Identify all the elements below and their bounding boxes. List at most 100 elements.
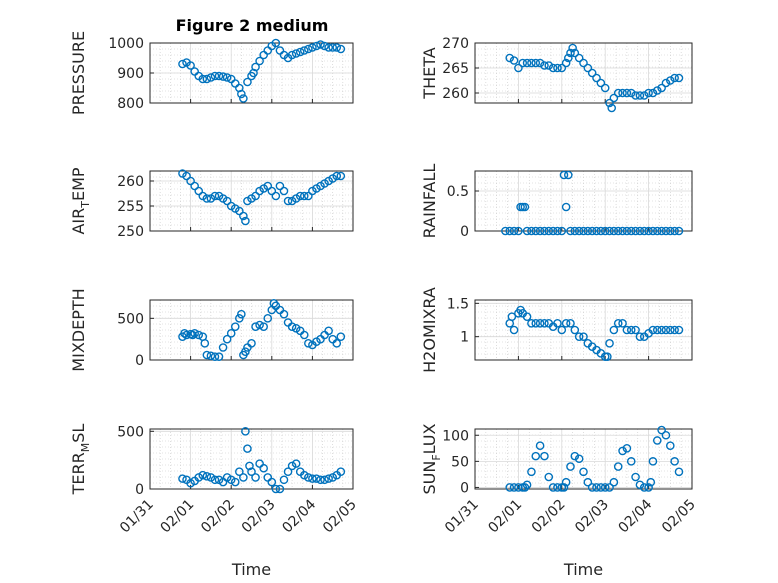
data-point (631, 325, 640, 335)
data-point (188, 330, 197, 340)
data-point (336, 44, 346, 54)
data-point (605, 483, 614, 492)
data-point (239, 94, 248, 103)
x-tick-label: 02/04 (279, 496, 319, 536)
data-point (186, 61, 195, 70)
data-point (214, 71, 224, 81)
data-point (531, 319, 541, 328)
axes-border (149, 170, 354, 232)
axes-border (474, 428, 693, 490)
data-point (657, 425, 666, 435)
data-point (648, 325, 658, 335)
data-point (652, 325, 662, 335)
y-tick-label: 0 (135, 482, 144, 498)
data-point (206, 351, 216, 361)
data-point (522, 312, 532, 321)
data-point (566, 462, 575, 471)
data-point (559, 170, 569, 180)
data-point (561, 202, 571, 212)
data-point (618, 88, 627, 98)
y-axis-label: TERRMSL (69, 424, 92, 496)
data-point (522, 480, 532, 490)
data-point (609, 93, 619, 103)
data-point (635, 91, 645, 100)
data-point (666, 441, 675, 450)
x-axis-label: Time (563, 560, 603, 579)
data-point (308, 43, 317, 52)
data-point (316, 475, 325, 485)
data-point (596, 226, 606, 236)
y-tick-label: 0 (460, 480, 469, 496)
data-point (505, 483, 515, 492)
data-point (631, 226, 640, 236)
data-point (648, 457, 658, 466)
data-point (198, 470, 208, 480)
x-tick-label: 02/05 (659, 497, 699, 537)
data-point (214, 352, 224, 361)
data-point (574, 226, 584, 236)
data-point (657, 325, 666, 335)
data-point (596, 78, 606, 88)
data-point (222, 334, 232, 344)
data-point (570, 325, 580, 335)
data-point (622, 226, 632, 236)
data-point (566, 319, 575, 328)
data-point (639, 226, 649, 236)
data-point (295, 47, 305, 57)
data-point (210, 475, 220, 485)
data-point (635, 480, 645, 490)
data-point (574, 332, 584, 341)
data-point (230, 477, 240, 487)
data-point (613, 226, 623, 236)
x-axis-label: Time (231, 560, 271, 579)
data-point (332, 339, 342, 348)
data-point (535, 226, 545, 236)
data-point (304, 339, 313, 348)
data-point (583, 226, 593, 236)
data-point (501, 226, 510, 236)
data-point (291, 49, 301, 58)
x-tick-label: 01/31 (117, 497, 157, 537)
y-tick-label: 500 (117, 311, 144, 327)
data-point (644, 226, 653, 236)
axes-border (474, 299, 693, 361)
data-point (235, 467, 244, 476)
data-point (579, 332, 588, 341)
x-tick-label: 01/31 (442, 497, 482, 537)
y-tick-label: 0.5 (447, 184, 469, 200)
axes-border (474, 42, 693, 104)
data-point (222, 73, 232, 82)
data-point (622, 325, 632, 335)
data-point (548, 226, 558, 236)
data-point (210, 352, 220, 361)
data-point (518, 58, 528, 68)
data-point (279, 186, 289, 196)
data-point (605, 339, 614, 348)
data-point (255, 56, 264, 66)
data-point (657, 226, 666, 236)
y-axis-label: THETA (420, 47, 439, 99)
data-point (304, 44, 313, 54)
data-point (527, 319, 536, 328)
data-point (635, 226, 645, 236)
y-axis-label: H2OMIXRA (420, 287, 439, 373)
data-point (178, 59, 187, 69)
data-point (652, 436, 662, 445)
data-point (243, 444, 252, 453)
data-point (239, 473, 248, 482)
data-point (661, 226, 671, 236)
data-point (324, 43, 333, 52)
data-point (247, 339, 256, 348)
data-point (592, 483, 601, 492)
data-point (320, 41, 329, 51)
data-point (618, 446, 627, 456)
data-point (527, 467, 536, 477)
axes-border (474, 170, 693, 232)
data-point (235, 314, 244, 323)
data-point (613, 88, 623, 98)
data-point (540, 319, 549, 328)
data-point (522, 58, 532, 68)
data-point (548, 483, 558, 492)
data-point (295, 191, 305, 201)
data-point (535, 441, 545, 450)
